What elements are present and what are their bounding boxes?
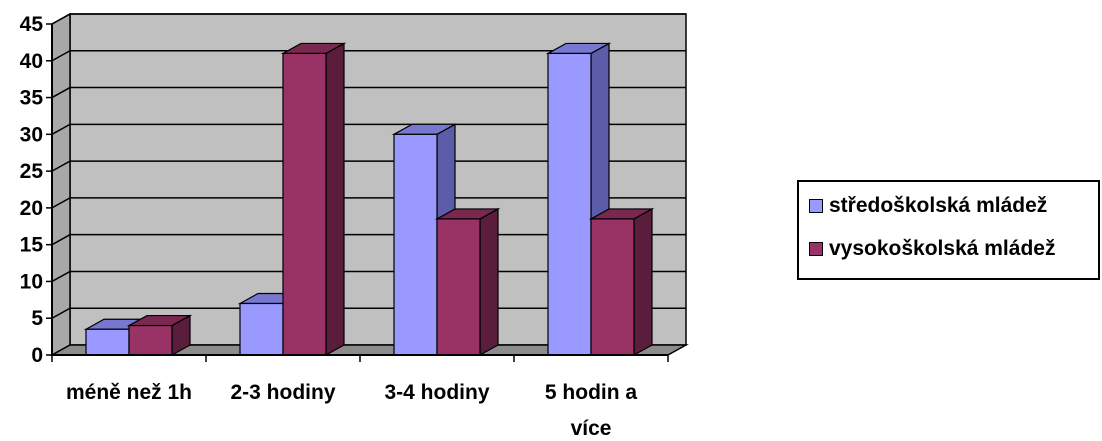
bar-series-2-4	[588, 207, 655, 357]
gridline	[51, 123, 686, 135]
legend-item-series-1: středoškolská mládež	[809, 194, 1047, 218]
gridline	[51, 197, 686, 209]
x-category-label: méně než 1h	[66, 381, 192, 404]
gridline	[51, 50, 686, 62]
x-category-label: 5 hodin a více	[545, 381, 637, 440]
y-tick-label: 0	[31, 344, 43, 367]
y-tick-label: 45	[20, 13, 44, 36]
y-tick-label: 40	[20, 50, 43, 73]
y-tick-label: 35	[20, 87, 44, 110]
gridline	[51, 160, 686, 172]
gridline	[51, 13, 686, 25]
bar-series-2-3	[434, 207, 501, 357]
y-tick-label: 10	[20, 270, 43, 293]
legend-swatch-series-1	[809, 199, 823, 213]
bar-series-2-1	[126, 314, 193, 357]
legend-swatch-series-2	[809, 242, 823, 256]
plot-side-wall	[51, 12, 71, 357]
legend-item-series-2: vysokoškolská mládež	[809, 237, 1055, 261]
y-tick-label: 15	[20, 234, 44, 257]
x-category-label: 2-3 hodiny	[230, 381, 335, 404]
y-tick-label: 5	[31, 307, 43, 330]
y-tick-label: 20	[20, 197, 43, 220]
gridline	[51, 86, 686, 99]
bar-series-2-2	[280, 42, 347, 357]
y-tick-label: 25	[20, 160, 44, 183]
chart-legend: středoškolská mládež vysokoškolská mláde…	[797, 180, 1100, 280]
x-category-label: 3-4 hodiny	[384, 381, 489, 404]
legend-label-series-1: středoškolská mládež	[829, 194, 1048, 217]
legend-label-series-2: vysokoškolská mládež	[829, 237, 1056, 260]
y-tick-label: 30	[20, 123, 43, 146]
